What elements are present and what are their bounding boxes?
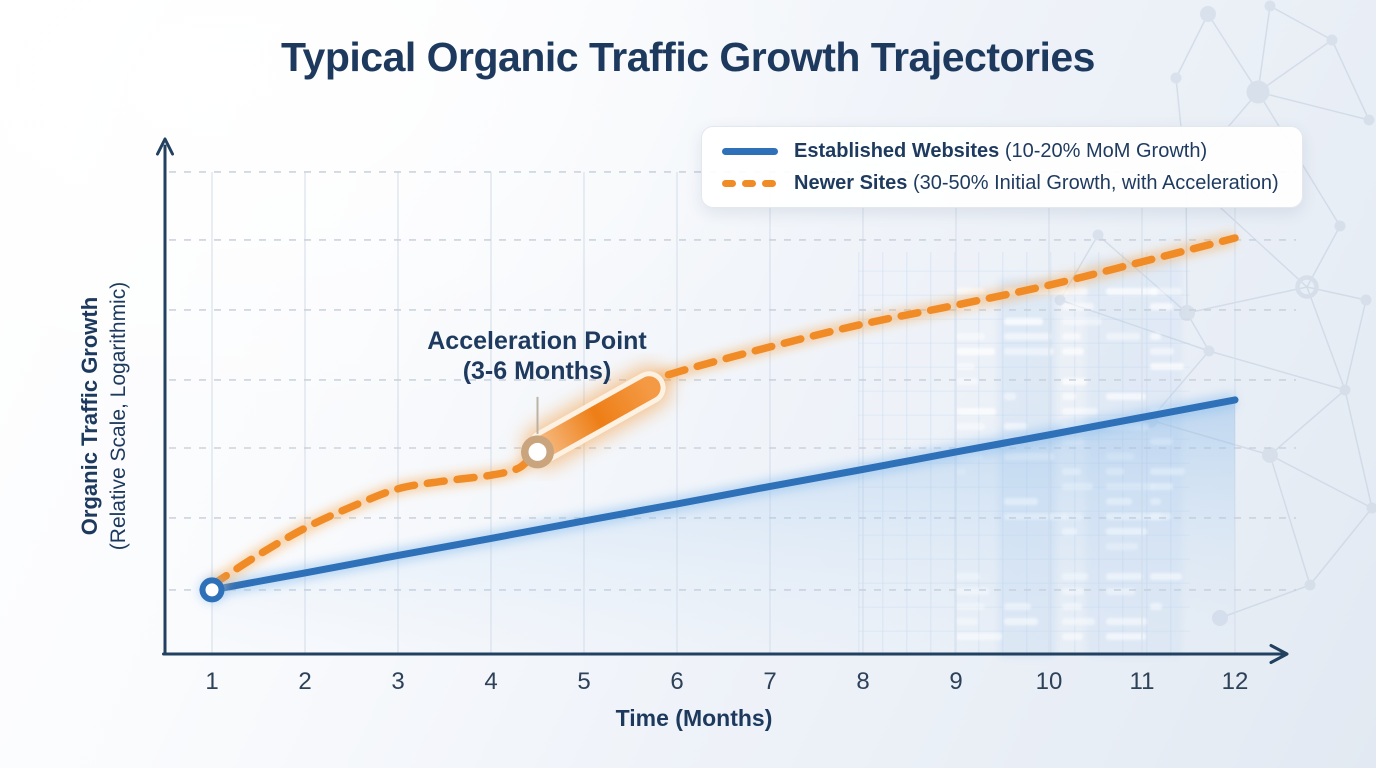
x-tick-label: 3 [391, 668, 405, 695]
y-axis-label: Organic Traffic Growth (Relative Scale, … [76, 136, 148, 696]
legend-detail: (10-20% MoM Growth) [1004, 139, 1208, 162]
x-axis-arrow-icon [1269, 644, 1289, 664]
legend-label: Newer Sites (30-50% Initial Growth, with… [794, 172, 1279, 195]
legend-item-newer-sites: Newer Sites (30-50% Initial Growth, with… [722, 172, 1282, 195]
start-marker [199, 577, 225, 603]
acceleration-capsule [533, 376, 661, 458]
y-axis-subtitle: (Relative Scale, Logarithmic) [106, 281, 130, 551]
x-tick-label: 10 [1035, 668, 1063, 695]
x-axis-label: Time (Months) [615, 705, 773, 731]
x-tick-label: 7 [763, 668, 777, 695]
solid-line-swatch-icon [722, 147, 778, 155]
legend-name: Newer Sites [794, 171, 908, 194]
acceleration-point-marker-center [528, 442, 547, 461]
annotation-line1: Acceleration Point [427, 327, 647, 355]
established-area-fill [212, 399, 1235, 653]
x-tick-label: 2 [298, 668, 312, 695]
legend-item-established: Established Websites (10-20% MoM Growth) [722, 140, 1282, 163]
y-axis-arrow-icon [156, 137, 174, 156]
x-tick-label: 5 [577, 668, 591, 695]
acceleration-annotation: Acceleration Point (3-6 Months) [367, 326, 707, 386]
x-tick-label: 4 [484, 668, 498, 695]
x-tick-label: 1 [205, 668, 219, 695]
page-title: Typical Organic Traffic Growth Trajector… [281, 34, 1095, 80]
legend-detail: (30-50% Initial Growth, with Acceleratio… [912, 171, 1279, 194]
x-tick-label: 9 [949, 668, 963, 695]
legend: Established Websites (10-20% MoM Growth)… [701, 126, 1303, 208]
y-axis-title: Organic Traffic Growth [77, 296, 102, 536]
x-tick-label: 11 [1129, 668, 1155, 695]
established-line [208, 396, 1239, 594]
dashed-line-swatch-icon [722, 179, 778, 187]
legend-label: Established Websites (10-20% MoM Growth) [794, 140, 1207, 163]
x-tick-label: 12 [1221, 668, 1249, 695]
annotation-line2: (3-6 Months) [462, 357, 612, 385]
x-tick-label: 8 [856, 668, 870, 695]
legend-name: Established Websites [794, 139, 1000, 162]
x-tick-label: 6 [670, 668, 684, 695]
